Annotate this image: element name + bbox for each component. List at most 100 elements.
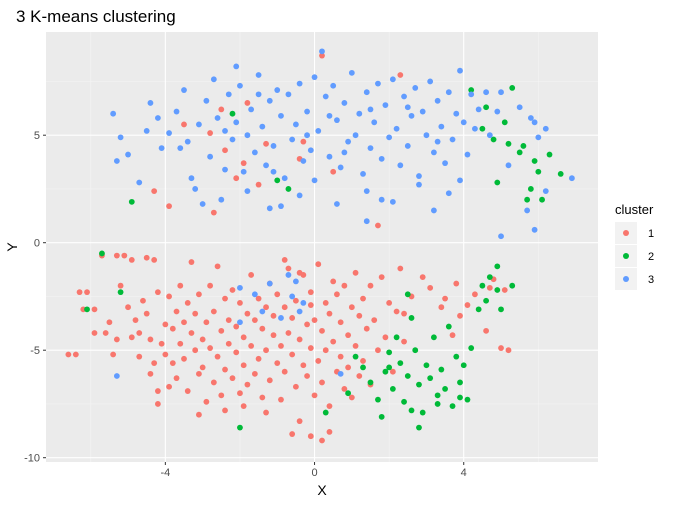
data-point: [274, 291, 281, 298]
data-point: [237, 82, 243, 89]
data-point: [371, 317, 378, 323]
data-point: [225, 340, 232, 347]
data-point: [166, 203, 172, 210]
data-point: [128, 198, 135, 205]
data-point: [84, 306, 90, 313]
legend-label-1: 1: [648, 228, 654, 240]
data-point: [214, 353, 221, 360]
data-point: [154, 401, 161, 407]
data-point: [188, 175, 195, 182]
data-point: [248, 106, 255, 113]
data-point: [524, 196, 531, 203]
data-point: [218, 392, 225, 399]
data-point: [289, 431, 296, 437]
data-point: [531, 119, 538, 126]
data-point: [356, 373, 363, 379]
data-point: [520, 143, 527, 149]
data-point: [479, 282, 486, 289]
data-point: [382, 368, 389, 375]
data-point: [527, 186, 534, 192]
data-point: [181, 355, 187, 362]
data-point: [419, 108, 426, 115]
y-tick-label: 5: [34, 130, 40, 142]
data-point: [494, 179, 501, 186]
chart-title: 3 K-means clustering: [16, 7, 176, 26]
data-point: [468, 345, 475, 351]
data-point: [337, 353, 344, 360]
data-point: [91, 306, 98, 313]
data-point: [199, 364, 206, 371]
data-point: [434, 97, 441, 104]
data-point: [363, 325, 370, 332]
data-point: [322, 93, 329, 100]
data-points: [65, 48, 575, 444]
legend: cluster 1 2 3: [615, 202, 654, 290]
data-point: [140, 297, 146, 304]
data-point: [240, 403, 247, 409]
data-point: [233, 323, 240, 330]
data-point: [345, 390, 352, 397]
data-point: [401, 398, 407, 405]
data-point: [244, 310, 251, 317]
data-point: [509, 85, 516, 91]
data-point: [360, 358, 366, 364]
data-point: [292, 383, 299, 390]
data-point: [263, 347, 269, 354]
data-point: [427, 78, 434, 85]
data-point: [371, 119, 378, 126]
data-point: [281, 368, 288, 375]
data-point: [113, 336, 120, 343]
data-point: [266, 205, 273, 212]
data-point: [311, 74, 318, 81]
data-point: [192, 310, 199, 317]
data-point: [128, 257, 135, 263]
data-point: [292, 297, 299, 304]
data-point: [498, 345, 504, 351]
data-point: [442, 386, 448, 392]
data-point: [389, 368, 396, 375]
data-point: [416, 173, 422, 179]
data-point: [486, 284, 493, 291]
data-point: [468, 91, 475, 98]
data-point: [110, 110, 117, 117]
data-point: [408, 407, 415, 414]
data-point: [278, 343, 284, 349]
data-point: [483, 89, 490, 96]
data-point: [296, 192, 303, 199]
y-tick-label: -5: [30, 345, 40, 357]
data-point: [162, 321, 169, 328]
data-point: [348, 394, 355, 401]
data-point: [319, 437, 325, 444]
data-point: [106, 319, 113, 326]
data-point: [210, 379, 217, 386]
data-point: [259, 394, 266, 401]
data-point: [110, 351, 117, 358]
data-point: [438, 366, 445, 373]
data-point: [300, 300, 307, 306]
data-point: [255, 295, 262, 302]
data-point: [222, 295, 228, 302]
data-point: [416, 381, 422, 388]
y-tick-label: 0: [34, 238, 40, 250]
data-point: [393, 334, 400, 341]
data-point: [330, 82, 337, 89]
data-point: [501, 287, 508, 293]
data-point: [151, 360, 158, 366]
data-point: [404, 104, 411, 111]
data-point: [404, 143, 411, 149]
data-point: [457, 394, 463, 401]
data-point: [292, 121, 299, 128]
data-point: [363, 188, 370, 195]
data-point: [307, 147, 314, 154]
data-point: [117, 289, 124, 296]
data-point: [319, 327, 325, 334]
data-point: [244, 188, 251, 195]
axis-ticks: -4 0 4 -10 -5 0 5: [24, 130, 467, 479]
data-point: [169, 360, 176, 366]
data-point: [375, 80, 381, 87]
data-point: [233, 349, 240, 356]
data-point: [274, 87, 281, 93]
data-point: [166, 130, 172, 136]
data-point: [255, 91, 262, 98]
data-point: [218, 196, 225, 203]
